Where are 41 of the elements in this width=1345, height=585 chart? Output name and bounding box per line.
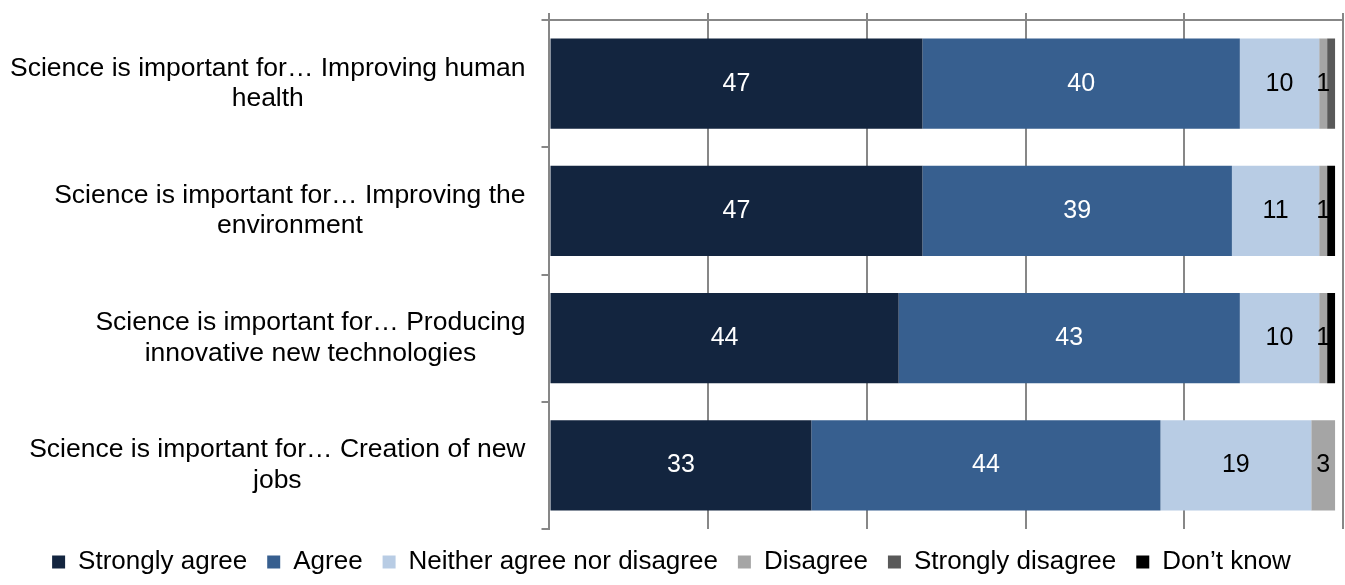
data-label: 3: [1316, 449, 1331, 478]
data-label: 44: [972, 449, 1000, 478]
bar: [550, 420, 812, 511]
data-label: 47: [722, 67, 751, 96]
data-label: 44: [710, 322, 739, 351]
legend-label: Disagree: [763, 545, 868, 576]
legend-label: Don’t know: [1162, 545, 1292, 576]
data-label: 19: [1221, 449, 1250, 478]
data-label: 43: [1055, 322, 1084, 351]
data-label: 47: [722, 194, 751, 223]
bar: [1239, 292, 1320, 384]
y-tick-label: Science is important for… Improving human health: [10, 51, 526, 113]
bar: [1327, 38, 1336, 129]
bar: [1239, 38, 1320, 129]
legend-label: Strongly agree: [78, 545, 248, 576]
bar: [550, 165, 923, 257]
data-label: 10: [1265, 67, 1294, 96]
legend-label: Agree: [293, 545, 363, 576]
data-label: 10: [1265, 322, 1294, 351]
bar: [1319, 38, 1328, 129]
bar: [811, 420, 1161, 511]
bar: [550, 292, 899, 384]
y-tick-label: Science is important for… Creation of new jobs: [29, 433, 527, 494]
data-label: 40: [1067, 67, 1096, 96]
data-label: 33: [667, 449, 695, 478]
bar: [1327, 292, 1336, 384]
bar: [550, 38, 923, 129]
bar: [1231, 165, 1320, 257]
legend-label: Neither agree nor disagree: [408, 545, 718, 576]
data-label: 39: [1063, 194, 1092, 223]
bar: [922, 38, 1240, 129]
y-tick-label: Science is important for… Producing innovative new technologies: [95, 306, 526, 367]
bar: [1327, 165, 1336, 257]
data-label: 11: [1262, 194, 1289, 223]
bar: [898, 292, 1240, 384]
bar: [1311, 420, 1336, 511]
data-label: 1: [1316, 67, 1331, 96]
bar: [922, 165, 1232, 257]
legend-label: Strongly disagree: [913, 545, 1117, 576]
bar: [1160, 420, 1312, 511]
y-tick-label: Science is important for… Improving the environment: [54, 178, 526, 240]
